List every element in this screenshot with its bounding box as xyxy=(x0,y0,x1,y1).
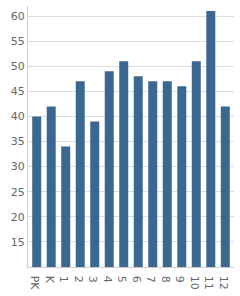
svg-text:3: 3 xyxy=(86,276,99,283)
svg-text:4: 4 xyxy=(101,276,114,283)
svg-text:2: 2 xyxy=(72,276,85,283)
svg-text:40: 40 xyxy=(11,110,25,123)
svg-text:11: 11 xyxy=(202,276,215,290)
svg-text:35: 35 xyxy=(11,135,25,148)
svg-text:60: 60 xyxy=(11,10,25,23)
svg-text:15: 15 xyxy=(11,236,25,249)
svg-text:1: 1 xyxy=(57,276,70,283)
svg-text:55: 55 xyxy=(11,35,25,48)
svg-text:45: 45 xyxy=(11,85,25,98)
svg-text:5: 5 xyxy=(115,276,128,283)
svg-text:25: 25 xyxy=(11,186,25,199)
svg-text:20: 20 xyxy=(11,211,25,224)
svg-text:9: 9 xyxy=(173,276,186,283)
svg-text:12: 12 xyxy=(217,276,230,290)
svg-text:10: 10 xyxy=(188,276,201,290)
svg-text:PK: PK xyxy=(28,276,41,291)
svg-text:50: 50 xyxy=(11,60,25,73)
svg-text:6: 6 xyxy=(130,276,143,283)
svg-text:K: K xyxy=(43,276,56,284)
svg-text:8: 8 xyxy=(159,276,172,283)
svg-text:30: 30 xyxy=(11,160,25,173)
svg-text:7: 7 xyxy=(144,276,157,283)
